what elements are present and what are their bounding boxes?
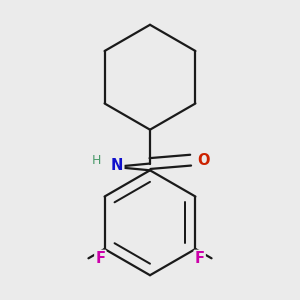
Text: F: F (195, 251, 205, 266)
Text: H: H (92, 154, 102, 167)
Text: F: F (95, 251, 105, 266)
Text: N: N (111, 158, 123, 173)
Text: O: O (197, 153, 210, 168)
